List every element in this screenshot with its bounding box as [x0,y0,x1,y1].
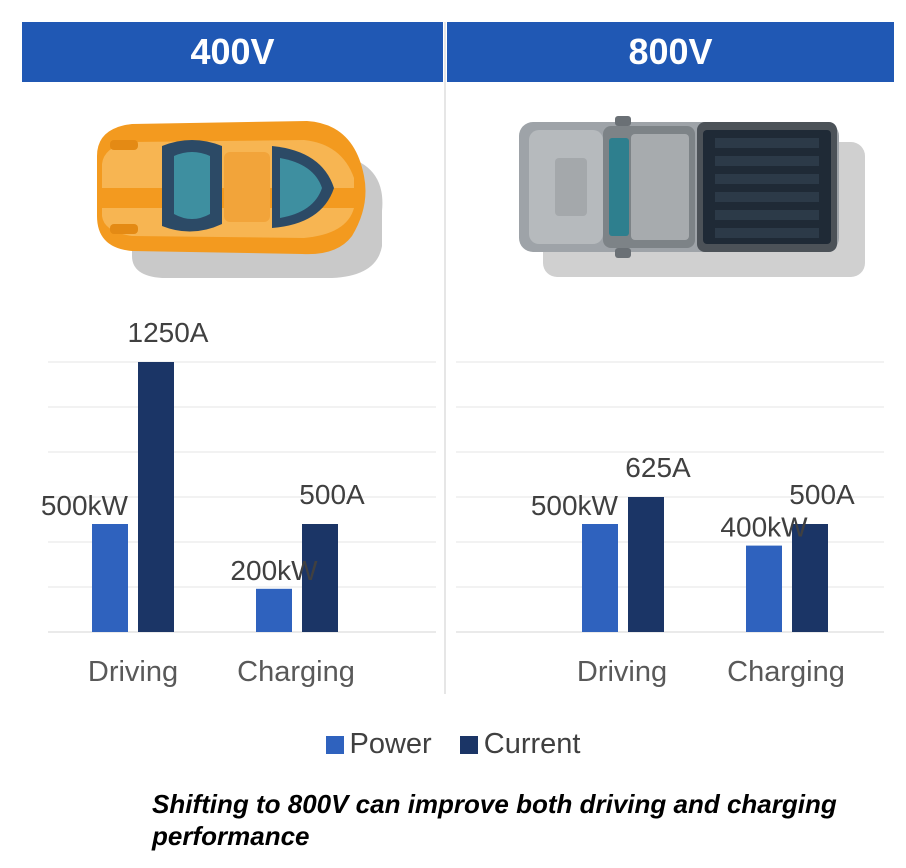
data-label-current: 1250A [128,317,209,348]
legend-label-power: Power [349,728,432,760]
data-label-current: 500A [299,479,365,510]
chart-legend: Power Current [0,728,906,762]
bar-power [746,545,782,632]
panel-header-800v: 800V [447,22,894,82]
data-label-current: 625A [625,452,691,483]
pickup-truck-icon [519,116,865,277]
category-label: Driving [88,656,178,688]
data-label-power: 500kW [41,490,129,521]
data-label-power: 400kW [720,512,808,543]
bar-current [792,524,828,632]
panel-divider [444,22,446,694]
category-label: Charging [727,656,845,688]
data-label-power: 500kW [531,490,619,521]
category-label: Driving [577,656,667,688]
bar-power [92,524,128,632]
data-label-power: 200kW [230,555,318,586]
legend-item-power: Power [325,728,432,761]
data-label-current: 500A [789,479,855,510]
panel-header-400v: 400V [22,22,443,82]
category-label: Charging [237,656,355,688]
sports-car-icon [97,121,383,278]
legend-label-current: Current [483,728,581,760]
legend-swatch-power [325,735,344,754]
bar-current [138,362,174,632]
figure-caption: Shifting to 800V can improve both drivin… [152,789,837,851]
legend-swatch-current [459,735,478,754]
bar-current [302,524,338,632]
bar-power [256,588,292,632]
bar-current [628,497,664,632]
bar-power [582,524,618,632]
legend-item-current: Current [459,728,581,761]
